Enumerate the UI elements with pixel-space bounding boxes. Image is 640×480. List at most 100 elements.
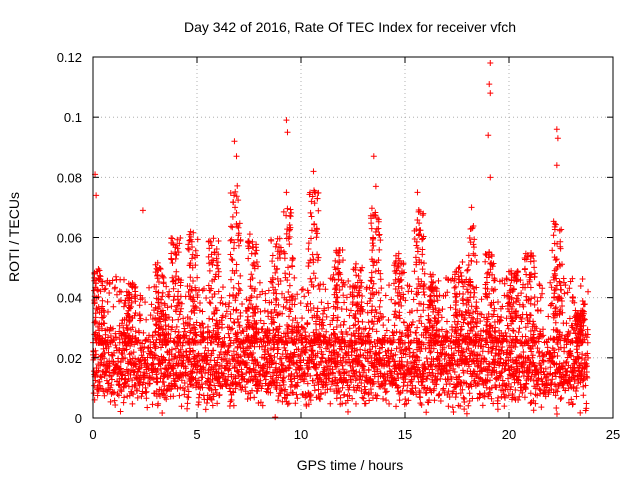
data-point	[120, 399, 127, 406]
data-point	[538, 404, 545, 411]
data-point	[203, 399, 210, 406]
data-point	[169, 260, 176, 267]
data-point	[394, 292, 401, 299]
data-point	[232, 188, 239, 195]
data-point	[122, 382, 129, 389]
data-point	[214, 359, 221, 366]
data-point	[516, 393, 523, 400]
data-point	[195, 399, 202, 406]
data-point	[463, 410, 470, 417]
data-point	[105, 349, 112, 356]
data-point	[194, 274, 201, 281]
data-point	[121, 394, 128, 401]
x-axis-label: GPS time / hours	[297, 457, 404, 473]
data-point	[176, 311, 183, 318]
data-point	[107, 384, 114, 391]
data-point	[105, 343, 112, 350]
data-point	[185, 394, 192, 401]
data-point	[299, 286, 306, 293]
data-point	[405, 288, 412, 295]
data-point	[423, 409, 430, 416]
data-point	[445, 403, 452, 410]
data-point	[411, 268, 418, 275]
data-point	[530, 407, 537, 414]
data-point	[197, 300, 204, 307]
data-point	[220, 370, 227, 377]
data-point	[233, 261, 240, 268]
data-point	[142, 299, 149, 306]
data-point	[173, 268, 180, 275]
data-point	[244, 313, 251, 320]
data-point	[461, 399, 468, 406]
data-point	[136, 302, 143, 309]
data-point	[483, 322, 490, 329]
data-point	[544, 344, 551, 351]
y-tick-label: 0.04	[57, 291, 82, 306]
data-point	[456, 264, 463, 271]
data-point	[130, 391, 137, 398]
data-point	[226, 292, 233, 299]
data-point	[178, 403, 185, 410]
data-point	[163, 396, 170, 403]
data-point	[455, 318, 462, 325]
data-point	[369, 303, 376, 310]
data-point	[167, 386, 174, 393]
data-point	[116, 382, 123, 389]
data-point	[458, 326, 465, 333]
y-tick-label: 0	[75, 411, 82, 426]
data-point	[284, 205, 291, 212]
data-point	[181, 387, 188, 394]
data-point	[159, 359, 166, 366]
data-point	[187, 274, 194, 281]
data-point	[93, 351, 100, 358]
data-point	[414, 189, 421, 196]
data-point	[177, 293, 184, 300]
data-point	[244, 396, 251, 403]
data-point	[323, 313, 330, 320]
data-point	[142, 389, 149, 396]
data-point	[108, 373, 115, 380]
data-point	[573, 393, 580, 400]
data-point	[464, 267, 471, 274]
data-point	[256, 279, 263, 286]
data-point	[118, 388, 125, 395]
data-point	[352, 260, 359, 267]
data-point	[180, 352, 187, 359]
data-point	[558, 226, 565, 233]
data-point	[222, 376, 229, 383]
y-tick-label: 0.06	[57, 231, 82, 246]
data-point	[311, 387, 318, 394]
data-point	[127, 342, 134, 349]
data-point	[370, 153, 377, 160]
data-point	[161, 300, 168, 307]
data-point	[425, 312, 432, 319]
data-point	[195, 377, 202, 384]
data-point	[246, 231, 253, 238]
data-point	[129, 400, 136, 407]
data-point	[230, 319, 237, 326]
data-point	[362, 400, 369, 407]
data-point	[134, 387, 141, 394]
data-point	[236, 322, 243, 329]
data-point	[341, 391, 348, 398]
data-point	[358, 267, 365, 274]
data-point	[482, 258, 489, 265]
data-point	[286, 212, 293, 219]
data-point	[162, 392, 169, 399]
data-point	[341, 318, 348, 325]
data-point	[410, 296, 417, 303]
data-point	[139, 207, 146, 214]
data-point	[170, 355, 177, 362]
data-point	[313, 234, 320, 241]
data-point	[170, 297, 177, 304]
data-point	[158, 386, 165, 393]
data-point	[419, 236, 426, 243]
data-point	[202, 353, 209, 360]
data-point	[231, 138, 238, 145]
data-point	[154, 378, 161, 385]
data-point	[468, 204, 475, 211]
data-point	[108, 381, 115, 388]
y-tick-label: 0.1	[64, 110, 82, 125]
data-point	[285, 288, 292, 295]
x-tick-label: 0	[89, 427, 96, 442]
